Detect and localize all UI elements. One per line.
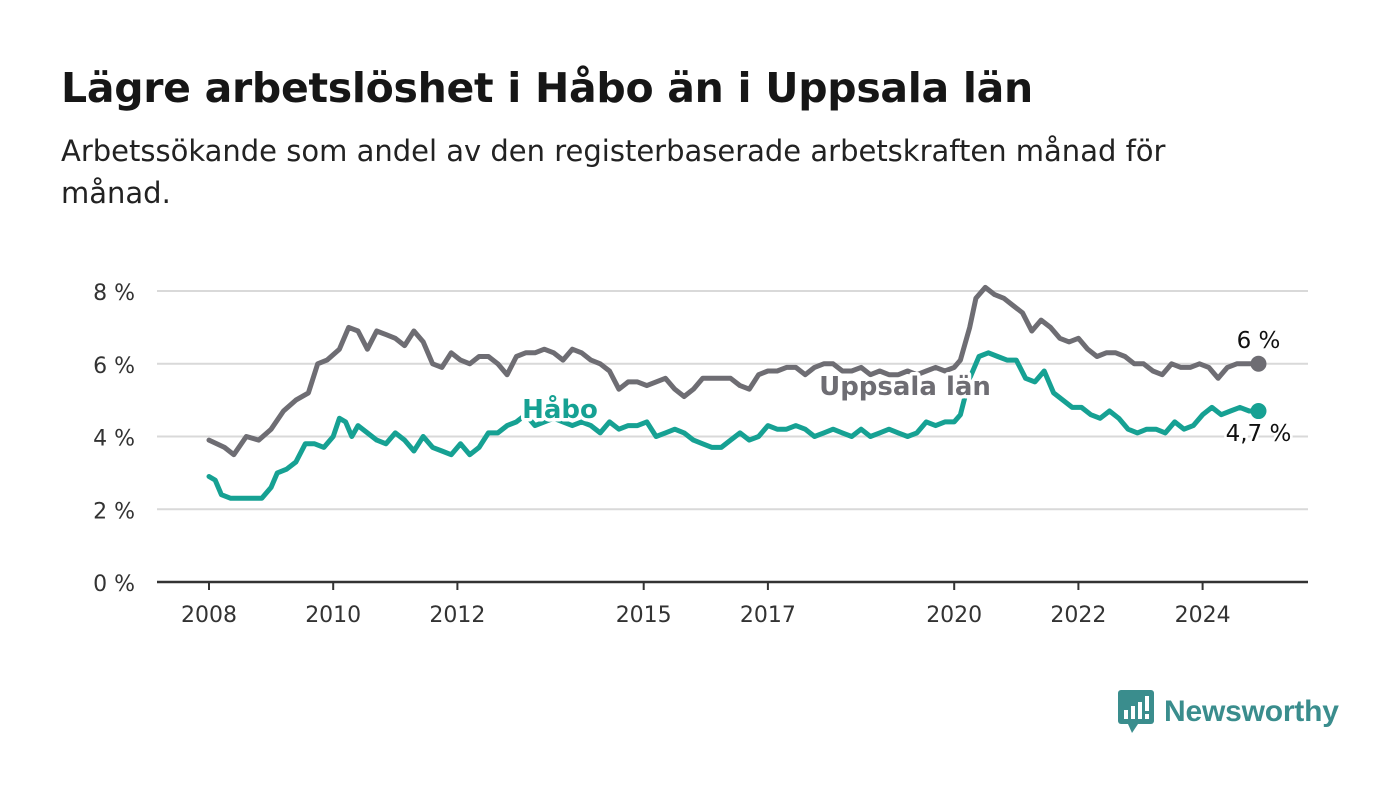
- x-tick-label: 2008: [181, 603, 237, 628]
- x-tick-label: 2022: [1050, 603, 1106, 628]
- x-tick-label: 2010: [305, 603, 361, 628]
- series-lines: [206, 284, 1267, 501]
- end-label-habo: 4,7 %: [1226, 421, 1292, 447]
- x-axis: 2008 2010 2012 2015 2017 2020 2022 2024: [157, 580, 1308, 628]
- series-line-uppsala-lan: [206, 284, 1261, 458]
- grid-lines: [157, 290, 1308, 511]
- y-tick-label: 6 %: [93, 354, 135, 379]
- x-tick-label: 2020: [926, 603, 982, 628]
- brand-name: Newsworthy: [1164, 695, 1339, 728]
- series-label-habo: Håbo: [522, 393, 598, 425]
- y-tick-label: 8 %: [93, 281, 135, 306]
- series-endpoint-uppsala-lan: [1250, 355, 1267, 372]
- chart-subtitle: Arbetssökande som andel av den registerb…: [61, 134, 1166, 210]
- y-tick-label: 0 %: [93, 572, 135, 597]
- x-tick-label: 2024: [1175, 603, 1231, 628]
- newsworthy-logo-icon: [1118, 690, 1154, 733]
- y-tick-label: 2 %: [93, 499, 135, 524]
- x-tick-label: 2012: [429, 603, 485, 628]
- x-tick-label: 2015: [616, 603, 672, 628]
- brand-logo: Newsworthy: [1118, 690, 1339, 734]
- series-endpoint-habo: [1250, 403, 1267, 420]
- y-tick-label: 4 %: [93, 427, 135, 452]
- end-label-uppsala-lan: 6 %: [1237, 328, 1281, 354]
- x-tick-label: 2017: [740, 603, 796, 628]
- y-axis-tick-labels: 0 % 2 % 4 % 6 % 8 %: [93, 281, 135, 597]
- chart-title: Lägre arbetslöshet i Håbo än i Uppsala l…: [61, 64, 1033, 112]
- series-line-habo: [206, 350, 1261, 501]
- series-label-uppsala-lan: Uppsala län: [819, 372, 991, 402]
- series-labels: Uppsala län Håbo 6 % 4,7 %: [519, 325, 1294, 449]
